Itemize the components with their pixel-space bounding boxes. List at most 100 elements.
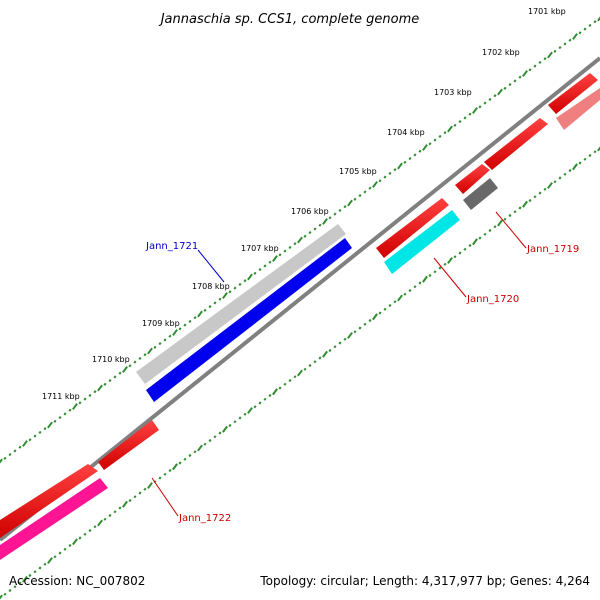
tick-mark [203,308,207,312]
tick-mark [78,401,82,405]
tick-mark [483,101,487,105]
tick-mark [263,264,267,268]
gene-bar-gray[interactable] [136,224,346,384]
tick-mark [388,171,392,175]
tick-mark [222,292,228,299]
tick-mark [53,419,57,423]
tick-mark [383,175,387,179]
kbp-label: 1704 kbp [387,128,425,137]
gene-label-jann-1719[interactable]: Jann_1719 [526,244,579,255]
tick-mark [33,570,37,574]
gene-arrow-red[interactable] [98,420,159,470]
tick-mark [422,144,428,151]
tick-mark [518,206,522,210]
leader-line [495,211,527,249]
tick-mark [378,179,382,183]
gene-label-jann-1722[interactable]: Jann_1722 [178,513,231,524]
tick-mark [238,416,242,420]
kbp-label: 1706 kbp [291,207,329,216]
gene-arrow-red[interactable] [376,198,449,258]
tick-mark [453,123,457,127]
tick-mark [68,408,72,412]
tick-mark [418,281,422,285]
tick-mark [528,198,532,203]
tick-mark [47,557,53,564]
tick-mark [513,79,517,83]
tick-mark [343,205,347,209]
tick-mark [183,323,187,327]
tick-mark [472,238,478,246]
tick-mark [108,379,112,383]
tick-mark [363,190,367,194]
tick-mark [197,444,203,452]
tick-mark [358,194,362,198]
tick-mark [88,393,92,397]
gene-arrow-cyan[interactable] [384,210,460,274]
tick-mark [493,94,497,98]
tick-mark [272,388,278,396]
gene-arrow-red[interactable] [0,464,98,538]
tick-mark [197,310,203,318]
tick-mark [233,420,237,424]
tick-mark [293,375,297,379]
tick-mark [472,107,478,114]
tick-mark [288,378,292,383]
tick-mark [483,232,487,236]
tick-mark [83,397,87,401]
tick-mark [413,285,417,289]
tick-mark [147,482,153,489]
tick-mark [168,468,172,473]
tick-mark [38,430,42,434]
tick-mark [413,153,417,157]
tick-mark [308,231,312,235]
tick-mark [397,162,403,170]
tick-mark [18,581,22,585]
tick-mark [438,266,442,270]
tick-mark [593,150,597,154]
tick-mark [333,345,337,349]
tick-mark [233,286,237,290]
tick-mark [393,300,397,304]
tick-mark [497,219,503,227]
genome-backbone [0,56,600,542]
gene-arrow-magenta[interactable] [0,478,108,560]
tick-mark [508,83,512,87]
gene-label-jann-1721[interactable]: Jann_1721 [145,241,198,252]
tick-mark [347,199,353,207]
gene-arrow-gray[interactable] [463,178,498,210]
tick-mark [368,318,372,323]
tick-mark [378,311,382,315]
gene-label-jann-1720[interactable]: Jann_1720 [466,294,519,305]
gene-arrow-red[interactable] [484,118,548,170]
tick-mark [447,257,453,264]
tick-mark [458,120,462,124]
tick-mark [147,347,153,355]
tick-mark [338,341,342,345]
kbp-label: 1711 kbp [42,392,80,401]
tick-mark [28,573,32,578]
gene-arrow-red[interactable] [548,73,598,114]
tick-mark [243,412,247,416]
tick-mark [93,525,97,529]
gene-bar-blue[interactable] [146,238,352,402]
tick-mark [178,461,182,465]
tick-mark [188,453,192,458]
tick-mark [583,27,587,31]
tick-mark [172,463,178,471]
tick-mark [433,270,437,274]
tick-mark [572,33,578,40]
tick-mark [313,227,317,231]
tick-mark [122,500,128,508]
tick-mark [363,322,367,326]
tick-mark [443,131,447,135]
tick-mark [303,234,307,238]
tick-mark [288,245,292,249]
tick-mark [503,86,507,90]
tick-mark [172,329,178,336]
tick-mark [533,64,537,68]
gene-arrow-red[interactable] [455,164,490,194]
tick-mark [533,195,537,199]
tick-mark [228,423,232,428]
gene-arrow-pink[interactable] [556,88,600,130]
tick-mark [578,31,582,35]
